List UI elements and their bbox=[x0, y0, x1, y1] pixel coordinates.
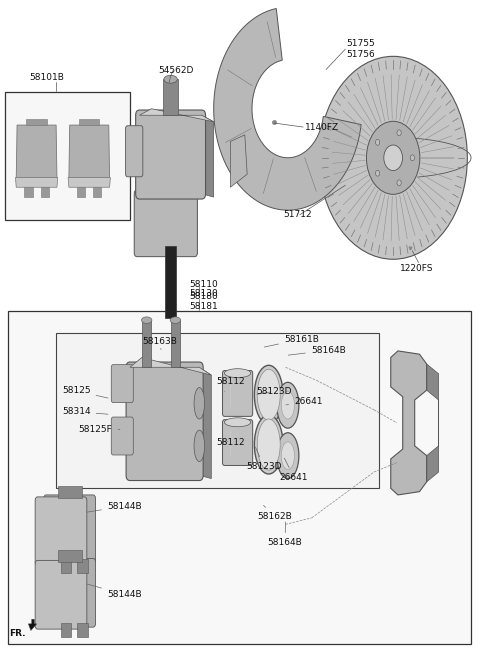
Ellipse shape bbox=[257, 369, 280, 420]
Text: 51712: 51712 bbox=[283, 211, 312, 219]
Circle shape bbox=[366, 121, 420, 194]
Polygon shape bbox=[130, 358, 211, 375]
Text: 58164B: 58164B bbox=[288, 346, 346, 355]
Text: 58123D: 58123D bbox=[256, 387, 291, 396]
Ellipse shape bbox=[142, 317, 152, 323]
FancyBboxPatch shape bbox=[44, 495, 96, 564]
FancyBboxPatch shape bbox=[35, 560, 87, 629]
Circle shape bbox=[397, 180, 401, 186]
FancyBboxPatch shape bbox=[111, 365, 133, 403]
Text: FR.: FR. bbox=[9, 629, 26, 638]
FancyBboxPatch shape bbox=[223, 420, 252, 466]
Ellipse shape bbox=[277, 433, 299, 479]
FancyBboxPatch shape bbox=[223, 371, 252, 417]
Text: 58125: 58125 bbox=[62, 386, 108, 398]
Bar bbox=[41, 187, 49, 197]
Bar bbox=[77, 559, 88, 573]
FancyBboxPatch shape bbox=[44, 558, 96, 627]
Bar bbox=[5, 92, 130, 220]
Text: 58123D: 58123D bbox=[246, 447, 282, 471]
Ellipse shape bbox=[281, 392, 294, 419]
Ellipse shape bbox=[170, 317, 180, 323]
Polygon shape bbox=[230, 135, 247, 187]
Bar bbox=[58, 550, 82, 562]
FancyBboxPatch shape bbox=[136, 110, 205, 199]
Ellipse shape bbox=[194, 430, 204, 462]
Ellipse shape bbox=[225, 369, 251, 378]
Text: 58125F: 58125F bbox=[79, 425, 120, 434]
Text: 1140FZ: 1140FZ bbox=[305, 123, 339, 132]
Polygon shape bbox=[427, 364, 439, 482]
Text: 58130: 58130 bbox=[189, 289, 217, 298]
Text: 58314: 58314 bbox=[62, 407, 108, 417]
Circle shape bbox=[410, 155, 415, 161]
Bar bbox=[77, 623, 88, 637]
Bar bbox=[60, 623, 71, 637]
Text: 26641: 26641 bbox=[286, 398, 323, 407]
Text: 58112: 58112 bbox=[216, 438, 245, 447]
Polygon shape bbox=[15, 177, 58, 187]
Bar bbox=[165, 246, 176, 318]
Polygon shape bbox=[28, 619, 36, 630]
Text: 58101B: 58101B bbox=[29, 73, 64, 82]
FancyBboxPatch shape bbox=[35, 497, 87, 565]
Ellipse shape bbox=[225, 418, 251, 427]
Text: 51756: 51756 bbox=[347, 50, 375, 59]
Polygon shape bbox=[140, 109, 214, 122]
Bar bbox=[77, 187, 85, 197]
Circle shape bbox=[319, 56, 468, 259]
Polygon shape bbox=[68, 177, 110, 187]
Bar bbox=[58, 486, 82, 498]
Circle shape bbox=[384, 145, 403, 171]
Ellipse shape bbox=[254, 415, 283, 474]
Circle shape bbox=[397, 130, 401, 136]
Bar bbox=[163, 79, 178, 115]
Polygon shape bbox=[214, 9, 361, 210]
Bar bbox=[24, 187, 33, 197]
Polygon shape bbox=[69, 125, 109, 177]
Text: 58144B: 58144B bbox=[87, 584, 142, 599]
Bar bbox=[79, 119, 99, 125]
FancyBboxPatch shape bbox=[111, 417, 133, 455]
Bar bbox=[93, 187, 101, 197]
Ellipse shape bbox=[164, 75, 177, 83]
Text: 58144B: 58144B bbox=[87, 502, 142, 512]
Circle shape bbox=[375, 171, 380, 176]
Bar bbox=[8, 311, 471, 644]
Bar bbox=[26, 119, 47, 125]
Text: 1220FS: 1220FS bbox=[400, 264, 434, 273]
Text: 58164B: 58164B bbox=[268, 522, 302, 547]
Ellipse shape bbox=[277, 382, 299, 428]
Text: 58181: 58181 bbox=[189, 302, 217, 311]
Ellipse shape bbox=[254, 365, 283, 424]
Text: 58162B: 58162B bbox=[258, 505, 292, 521]
Ellipse shape bbox=[257, 419, 280, 470]
Text: 58163B: 58163B bbox=[142, 337, 177, 350]
Bar bbox=[60, 559, 71, 573]
Text: 58180: 58180 bbox=[189, 292, 217, 301]
Text: 58110: 58110 bbox=[189, 279, 217, 289]
Text: 51755: 51755 bbox=[347, 39, 375, 49]
Text: 26641: 26641 bbox=[280, 458, 308, 482]
Ellipse shape bbox=[281, 442, 294, 470]
Polygon shape bbox=[16, 125, 57, 177]
Bar bbox=[143, 320, 151, 367]
Polygon shape bbox=[199, 367, 211, 479]
FancyBboxPatch shape bbox=[126, 126, 143, 176]
Bar bbox=[171, 320, 180, 367]
FancyBboxPatch shape bbox=[126, 362, 203, 481]
Polygon shape bbox=[391, 351, 427, 495]
Text: 54562D: 54562D bbox=[158, 66, 194, 75]
Text: 58112: 58112 bbox=[216, 377, 245, 392]
Ellipse shape bbox=[194, 388, 204, 419]
Circle shape bbox=[375, 140, 380, 145]
Bar bbox=[56, 333, 379, 488]
Text: 58161B: 58161B bbox=[264, 335, 319, 347]
Polygon shape bbox=[202, 115, 214, 197]
FancyBboxPatch shape bbox=[134, 190, 197, 256]
